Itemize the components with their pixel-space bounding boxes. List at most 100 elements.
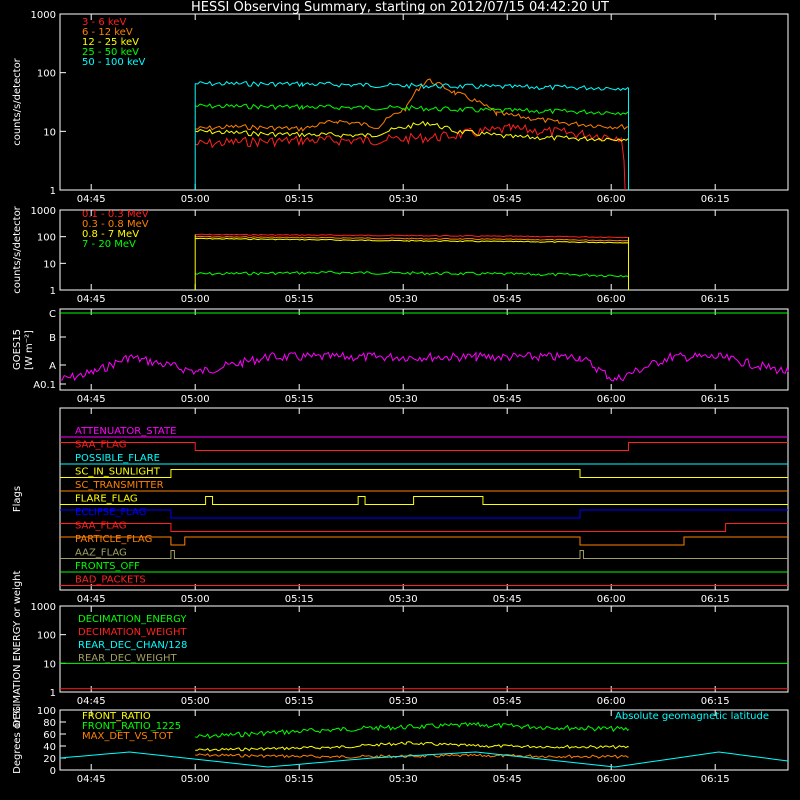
x-tick-label-ratio: 05:00 bbox=[181, 774, 210, 785]
y-axis-label-highE: counts/s/detector bbox=[12, 205, 23, 293]
x-tick-label-flags: 06:15 bbox=[701, 594, 730, 605]
x-tick-label-highE: 04:45 bbox=[77, 294, 106, 305]
flag-label-sc_in_sunlight: SC_IN_SUNLIGHT bbox=[75, 467, 161, 478]
x-tick-label-decim: 05:00 bbox=[181, 696, 210, 707]
x-tick-label-goes: 04:45 bbox=[77, 394, 106, 405]
x-tick-label-flags: 05:00 bbox=[181, 594, 210, 605]
x-tick-label-ratio: 05:15 bbox=[285, 774, 314, 785]
x-tick-label-lowE: 05:15 bbox=[285, 194, 314, 205]
y-tick-label-lowE: 100 bbox=[37, 69, 56, 80]
series-line-front_ratio_1225 bbox=[195, 721, 629, 739]
legend-entry-highE: 0.3 - 0.8 MeV bbox=[82, 219, 149, 230]
y-tick-label-highE: 100 bbox=[37, 233, 56, 244]
flag-line-aaz_flag bbox=[60, 550, 788, 559]
flag-label-flare_flag: FLARE_FLAG bbox=[75, 494, 138, 505]
y-axis-label-ratio: Degrees or % bbox=[12, 706, 23, 774]
flag-label-aaz_flag: AAZ_FLAG bbox=[75, 548, 127, 559]
y-tick-label-ratio: 100 bbox=[37, 706, 56, 717]
legend-entry-highE: 7 - 20 MeV bbox=[82, 239, 136, 250]
legend-entry-ratio: FRONT_RATIO bbox=[82, 711, 151, 722]
series-line-goes-lower bbox=[59, 351, 789, 382]
y-tick-label-decim: 10 bbox=[43, 659, 56, 670]
x-tick-label-decim: 05:15 bbox=[285, 696, 314, 707]
x-tick-label-goes: 05:45 bbox=[493, 394, 522, 405]
flag-label-eclipse_flag: ECLIPSE_FLAG bbox=[75, 507, 146, 518]
x-tick-label-ratio: 05:45 bbox=[493, 774, 522, 785]
x-tick-label-ratio: 04:45 bbox=[77, 774, 106, 785]
y-tick-label-ratio: 80 bbox=[43, 718, 56, 729]
flag-line-eclipse_flag bbox=[60, 509, 788, 519]
series-line-0.3-0.8MeV bbox=[195, 235, 629, 242]
legend-entry-lowE: 12 - 25 keV bbox=[82, 37, 139, 48]
flag-line-particle_flag bbox=[60, 536, 788, 546]
flag-label-fronts_off: FRONTS_OFF bbox=[75, 561, 140, 572]
y-tick-label-highE: 1 bbox=[50, 286, 56, 297]
x-tick-label-goes: 05:30 bbox=[389, 394, 418, 405]
y-tick-label-ratio: 60 bbox=[43, 730, 56, 741]
panel-frame-highE bbox=[59, 209, 789, 291]
y-tick-label-highE: 10 bbox=[43, 259, 56, 270]
y-tick-label-ratio: 20 bbox=[43, 754, 56, 765]
panel-frame-lowE bbox=[59, 13, 789, 191]
y-tick-label-lowE: 1 bbox=[50, 186, 56, 197]
x-tick-label-highE: 06:15 bbox=[701, 294, 730, 305]
legend-entry-decim: REAR_DEC_WEIGHT bbox=[78, 653, 177, 664]
x-tick-label-ratio: 06:00 bbox=[597, 774, 626, 785]
x-tick-label-flags: 04:45 bbox=[77, 594, 106, 605]
legend-entry-lowE: 3 - 6 keV bbox=[82, 17, 126, 28]
legend-entry-ratio: MAX_DET_VS_TOT bbox=[82, 731, 174, 742]
x-tick-label-lowE: 05:00 bbox=[181, 194, 210, 205]
flag-label-particle_flag: PARTICLE_FLAG bbox=[75, 534, 152, 545]
series-line-max_det_vs_tot bbox=[195, 753, 629, 759]
flag-label-saa_flag: SAA_FLAG bbox=[75, 440, 126, 451]
legend-entry-decim: DECIMATION_ENERGY bbox=[78, 614, 187, 625]
x-tick-label-decim: 04:45 bbox=[77, 696, 106, 707]
y-tick-label-lowE: 1000 bbox=[31, 10, 56, 21]
flag-label-saa_flag: SAA_FLAG bbox=[75, 521, 126, 532]
flag-line-saa_flag bbox=[60, 442, 788, 451]
legend-entry-lowE: 6 - 12 keV bbox=[82, 27, 133, 38]
y-tick-label-highE: 1000 bbox=[31, 206, 56, 217]
flag-label-attenuator_state: ATTENUATOR_STATE bbox=[75, 426, 176, 437]
x-tick-label-flags: 05:45 bbox=[493, 594, 522, 605]
x-tick-label-decim: 05:45 bbox=[493, 696, 522, 707]
panel-frame-ratio bbox=[59, 709, 789, 771]
x-tick-label-flags: 05:30 bbox=[389, 594, 418, 605]
flag-label-sc_transmitter: SC_TRANSMITTER bbox=[75, 480, 164, 491]
x-tick-label-highE: 06:00 bbox=[597, 294, 626, 305]
series-line-absolute-geomagnetic-latitude bbox=[59, 751, 789, 768]
flag-line-sc_in_sunlight bbox=[60, 469, 788, 478]
x-tick-label-goes: 05:15 bbox=[285, 394, 314, 405]
y-axis-unit-goes: [W m⁻²] bbox=[24, 330, 35, 370]
series-line-6-12keV bbox=[195, 78, 629, 132]
x-tick-label-goes: 06:00 bbox=[597, 394, 626, 405]
y-axis-label-decim: DECIMATION ENERGY or weight bbox=[12, 570, 23, 727]
flag-label-possible_flare: POSSIBLE_FLARE bbox=[75, 453, 160, 464]
legend-entry-highE: 0.8 - 7 MeV bbox=[82, 229, 139, 240]
x-tick-label-goes: 05:00 bbox=[181, 394, 210, 405]
legend-entry-decim: REAR_DEC_CHAN/128 bbox=[78, 640, 187, 651]
series-line-50-100keV bbox=[195, 80, 629, 91]
x-tick-label-flags: 05:15 bbox=[285, 594, 314, 605]
legend-entry-lowE: 25 - 50 keV bbox=[82, 47, 139, 58]
y-tick-label-lowE: 10 bbox=[43, 127, 56, 138]
y-axis-label-goes: GOES15 bbox=[12, 329, 23, 370]
page-title: HESSI Observing Summary, starting on 201… bbox=[191, 0, 609, 15]
y-tick-label-decim: 1 bbox=[50, 688, 56, 699]
x-tick-label-goes: 06:15 bbox=[701, 394, 730, 405]
x-tick-label-highE: 05:45 bbox=[493, 294, 522, 305]
y-axis-label-lowE: counts/s/detector bbox=[12, 57, 23, 145]
legend-entry-highE: 0.1 - 0.3 MeV bbox=[82, 209, 149, 220]
series-line-25-50keV bbox=[195, 103, 629, 116]
x-tick-label-lowE: 05:45 bbox=[493, 194, 522, 205]
x-tick-label-highE: 05:00 bbox=[181, 294, 210, 305]
flag-line-saa_flag bbox=[60, 523, 788, 532]
x-tick-label-lowE: 04:45 bbox=[77, 194, 106, 205]
series-line-front_ratio bbox=[195, 741, 629, 752]
x-tick-label-decim: 05:30 bbox=[389, 696, 418, 707]
x-tick-label-highE: 05:30 bbox=[389, 294, 418, 305]
panel-frame-goes bbox=[59, 308, 789, 391]
annotation-geomagnetic: Absolute geomagnetic latitude bbox=[615, 711, 769, 722]
y-tick-label-ratio: 40 bbox=[43, 742, 56, 753]
